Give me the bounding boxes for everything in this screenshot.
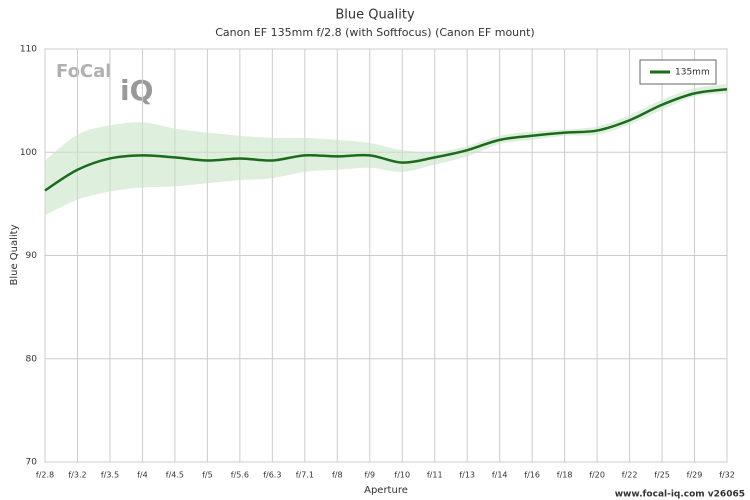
x-tick-label: f/3.5 (101, 471, 119, 480)
x-tick-label: f/20 (589, 471, 605, 480)
x-tick-label: f/4 (137, 471, 148, 480)
x-tick-label: f/29 (687, 471, 703, 480)
x-tick-label: f/10 (394, 471, 410, 480)
x-tick-label: f/4.5 (166, 471, 184, 480)
logo-text: iQ (120, 74, 153, 107)
x-tick-label: f/18 (557, 471, 573, 480)
legend-label: 135mm (675, 68, 710, 78)
x-tick-label: f/9 (364, 471, 375, 480)
x-tick-label: f/8 (332, 471, 343, 480)
y-axis-label: Blue Quality (9, 224, 20, 285)
x-tick-label: f/5 (202, 471, 213, 480)
x-tick-label: f/14 (492, 471, 508, 480)
x-tick-label: f/22 (622, 471, 638, 480)
x-tick-label: f/13 (459, 471, 475, 480)
x-tick-label: f/16 (524, 471, 540, 480)
x-tick-label: f/32 (719, 471, 735, 480)
x-tick-label: f/7.1 (296, 471, 314, 480)
x-tick-label: f/25 (654, 471, 670, 480)
confidence-band (45, 84, 727, 216)
x-tick-label: f/2.8 (36, 471, 54, 480)
y-tick-label: 110 (20, 45, 37, 55)
y-tick-label: 80 (26, 354, 38, 364)
y-tick-label: 70 (26, 458, 38, 468)
x-tick-label: f/3.2 (68, 471, 86, 480)
x-tick-label: f/5.6 (231, 471, 249, 480)
x-axis-label: Aperture (364, 485, 408, 496)
x-tick-label: f/6.3 (263, 471, 281, 480)
footer: www.focal-iq.com v26065 (615, 490, 745, 500)
chart-subtitle: Canon EF 135mm f/2.8 (with Softfocus) (C… (215, 26, 534, 39)
chart-title: Blue Quality (335, 8, 415, 23)
y-tick-label: 90 (26, 251, 38, 261)
data-line (44, 88, 728, 192)
x-tick-label: f/11 (427, 471, 443, 480)
y-tick-label: 100 (20, 148, 37, 158)
logo-text: FoCal (56, 61, 111, 82)
